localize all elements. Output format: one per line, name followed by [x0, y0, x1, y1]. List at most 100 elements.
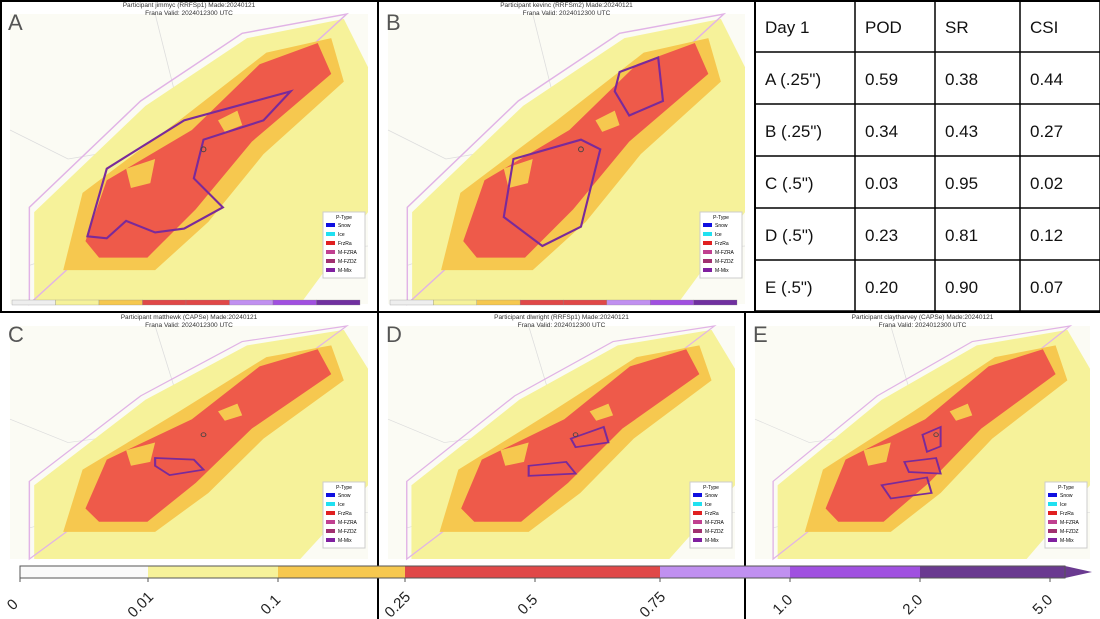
- panel-letter: A: [8, 10, 23, 35]
- table-cell: C (.5"): [765, 174, 814, 193]
- table-cell: 0.43: [945, 122, 978, 141]
- panel-subtitle: Frana Valid: 2024012300 UTC: [145, 322, 233, 329]
- colorbar-label: 0.01: [124, 588, 157, 619]
- colorbar-frame: [19, 565, 1066, 579]
- legend-swatch: [326, 250, 335, 254]
- table-cell: 0.12: [1030, 226, 1063, 245]
- legend-item: Snow: [705, 493, 718, 499]
- table-header: SR: [945, 18, 969, 37]
- legend-item: Snow: [338, 223, 351, 229]
- legend-title: P-Type: [713, 215, 729, 221]
- map-panel: E Participant claytharvey (CAPSe) Made:20…: [753, 314, 1091, 560]
- legend-item: FrzRa: [715, 241, 729, 247]
- mini-colorbar: [11, 299, 56, 306]
- legend-item: FrzRa: [705, 511, 719, 517]
- legend-item: M-FZRA: [715, 250, 735, 256]
- table-cell: 0.95: [945, 174, 978, 193]
- legend-item: Ice: [1060, 502, 1067, 508]
- colorbar-segment: [920, 566, 1065, 578]
- colorbar-segment: [20, 566, 148, 578]
- table-cell: 0.02: [1030, 174, 1063, 193]
- mini-colorbar: [316, 299, 361, 306]
- map: [387, 325, 736, 560]
- legend-item: M-Mix: [1060, 538, 1074, 544]
- map: [387, 13, 746, 305]
- legend-item: Ice: [338, 502, 345, 508]
- legend-swatch: [1048, 538, 1057, 542]
- mini-colorbar: [229, 299, 274, 306]
- forecast-contour: [527, 461, 578, 477]
- legend-item: M-Mix: [338, 268, 352, 274]
- mini-colorbar: [476, 299, 521, 306]
- table-header: CSI: [1030, 18, 1058, 37]
- legend-swatch: [703, 241, 712, 245]
- colorbar-segment: [278, 566, 405, 578]
- mini-colorbar: [563, 299, 608, 306]
- forecast-contour: [880, 476, 933, 500]
- forecast-contour: [569, 425, 610, 449]
- map: [9, 325, 369, 560]
- forecast-contour: [921, 425, 942, 454]
- legend-item: Snow: [1060, 493, 1073, 499]
- legend-item: M-FZDZ: [715, 259, 734, 265]
- legend-swatch: [326, 520, 335, 524]
- legend-swatch: [326, 538, 335, 542]
- mini-colorbar: [433, 299, 477, 306]
- legend-title: P-Type: [336, 485, 352, 491]
- marker: [572, 432, 579, 438]
- legend-item: FrzRa: [1060, 511, 1074, 517]
- forecast-contour: [502, 138, 602, 248]
- table-cell: 0.20: [865, 278, 898, 297]
- legend-item: FrzRa: [338, 241, 352, 247]
- legend-swatch: [703, 232, 712, 236]
- panel-title: Participant claytharvey (CAPSe) Made:202…: [852, 314, 994, 321]
- map-panel: D Participant dlwright (RRFSp1) Made:2024…: [386, 314, 736, 560]
- forecast-contour: [154, 457, 206, 477]
- mini-colorbar: [693, 299, 738, 306]
- panel-letter: B: [386, 10, 401, 35]
- legend-swatch: [693, 502, 702, 506]
- legend-title: P-Type: [1058, 485, 1074, 491]
- table-header: Day 1: [765, 18, 809, 37]
- legend-item: FrzRa: [338, 511, 352, 517]
- panel-title: Participant matthewk (CAPSe) Made:202401…: [121, 314, 258, 321]
- legend-item: M-FZRA: [338, 520, 358, 526]
- legend-swatch: [1048, 493, 1057, 497]
- mini-colorbar: [142, 299, 187, 306]
- marker: [933, 432, 939, 438]
- panel-letter: D: [386, 322, 402, 347]
- colorbar-segment: [405, 566, 535, 578]
- legend-swatch: [703, 250, 712, 254]
- legend-swatch: [326, 232, 335, 236]
- legend-item: M-FZDZ: [338, 529, 357, 535]
- panel-subtitle: Frana Valid: 2024012300 UTC: [145, 10, 233, 17]
- legend-item: M-FZRA: [1060, 520, 1080, 526]
- legend-swatch: [693, 493, 702, 497]
- forecast-contour: [903, 457, 942, 475]
- panel-title: Participant jimmyc (RRFSp1) Made:2024012…: [123, 2, 256, 9]
- map-panel: C Participant matthewk (CAPSe) Made:20240…: [8, 314, 369, 560]
- mini-colorbar: [389, 299, 434, 306]
- legend-swatch: [326, 241, 335, 245]
- legend-item: M-Mix: [338, 538, 352, 544]
- mini-colorbar: [55, 299, 100, 306]
- panel-letter: C: [8, 322, 24, 347]
- colorbar-segment: [790, 566, 920, 578]
- colorbar-segment: [535, 566, 660, 578]
- legend-swatch: [703, 259, 712, 263]
- table-cell: 0.07: [1030, 278, 1063, 297]
- legend-item: M-FZRA: [705, 520, 725, 526]
- forecast-contour: [86, 89, 294, 240]
- legend-swatch: [326, 511, 335, 515]
- legend-item: M-FZDZ: [705, 529, 724, 535]
- mini-colorbar: [650, 299, 694, 306]
- legend-item: M-FZDZ: [338, 259, 357, 265]
- map: [754, 325, 1091, 560]
- table-header: POD: [865, 18, 902, 37]
- mini-colorbar: [606, 299, 651, 306]
- table-cell: 0.44: [1030, 70, 1063, 89]
- legend-swatch: [693, 538, 702, 542]
- table-cell: 0.81: [945, 226, 978, 245]
- forecast-contour: [613, 56, 665, 117]
- legend-item: M-FZRA: [338, 250, 358, 256]
